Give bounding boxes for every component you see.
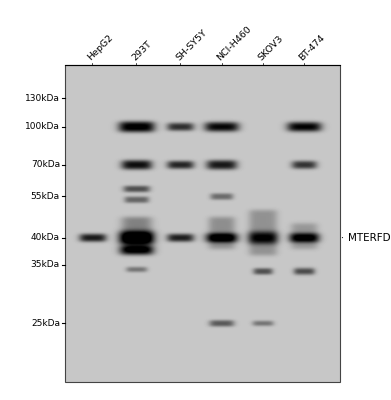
Text: 293T: 293T xyxy=(130,39,153,62)
Text: BT-474: BT-474 xyxy=(298,33,327,62)
Text: 100kDa: 100kDa xyxy=(25,122,60,131)
Bar xyxy=(65,65,340,382)
Text: 130kDa: 130kDa xyxy=(25,94,60,103)
Text: HepG2: HepG2 xyxy=(86,33,115,62)
Text: 70kDa: 70kDa xyxy=(31,160,60,169)
Text: SH-SY5Y: SH-SY5Y xyxy=(174,28,208,62)
Text: 25kDa: 25kDa xyxy=(31,318,60,328)
Text: 40kDa: 40kDa xyxy=(31,233,60,242)
Text: 35kDa: 35kDa xyxy=(31,260,60,269)
Text: 55kDa: 55kDa xyxy=(31,192,60,201)
Text: MTERFD1: MTERFD1 xyxy=(343,233,391,243)
Text: NCI-H460: NCI-H460 xyxy=(215,24,253,62)
Text: SKOV3: SKOV3 xyxy=(256,34,285,62)
